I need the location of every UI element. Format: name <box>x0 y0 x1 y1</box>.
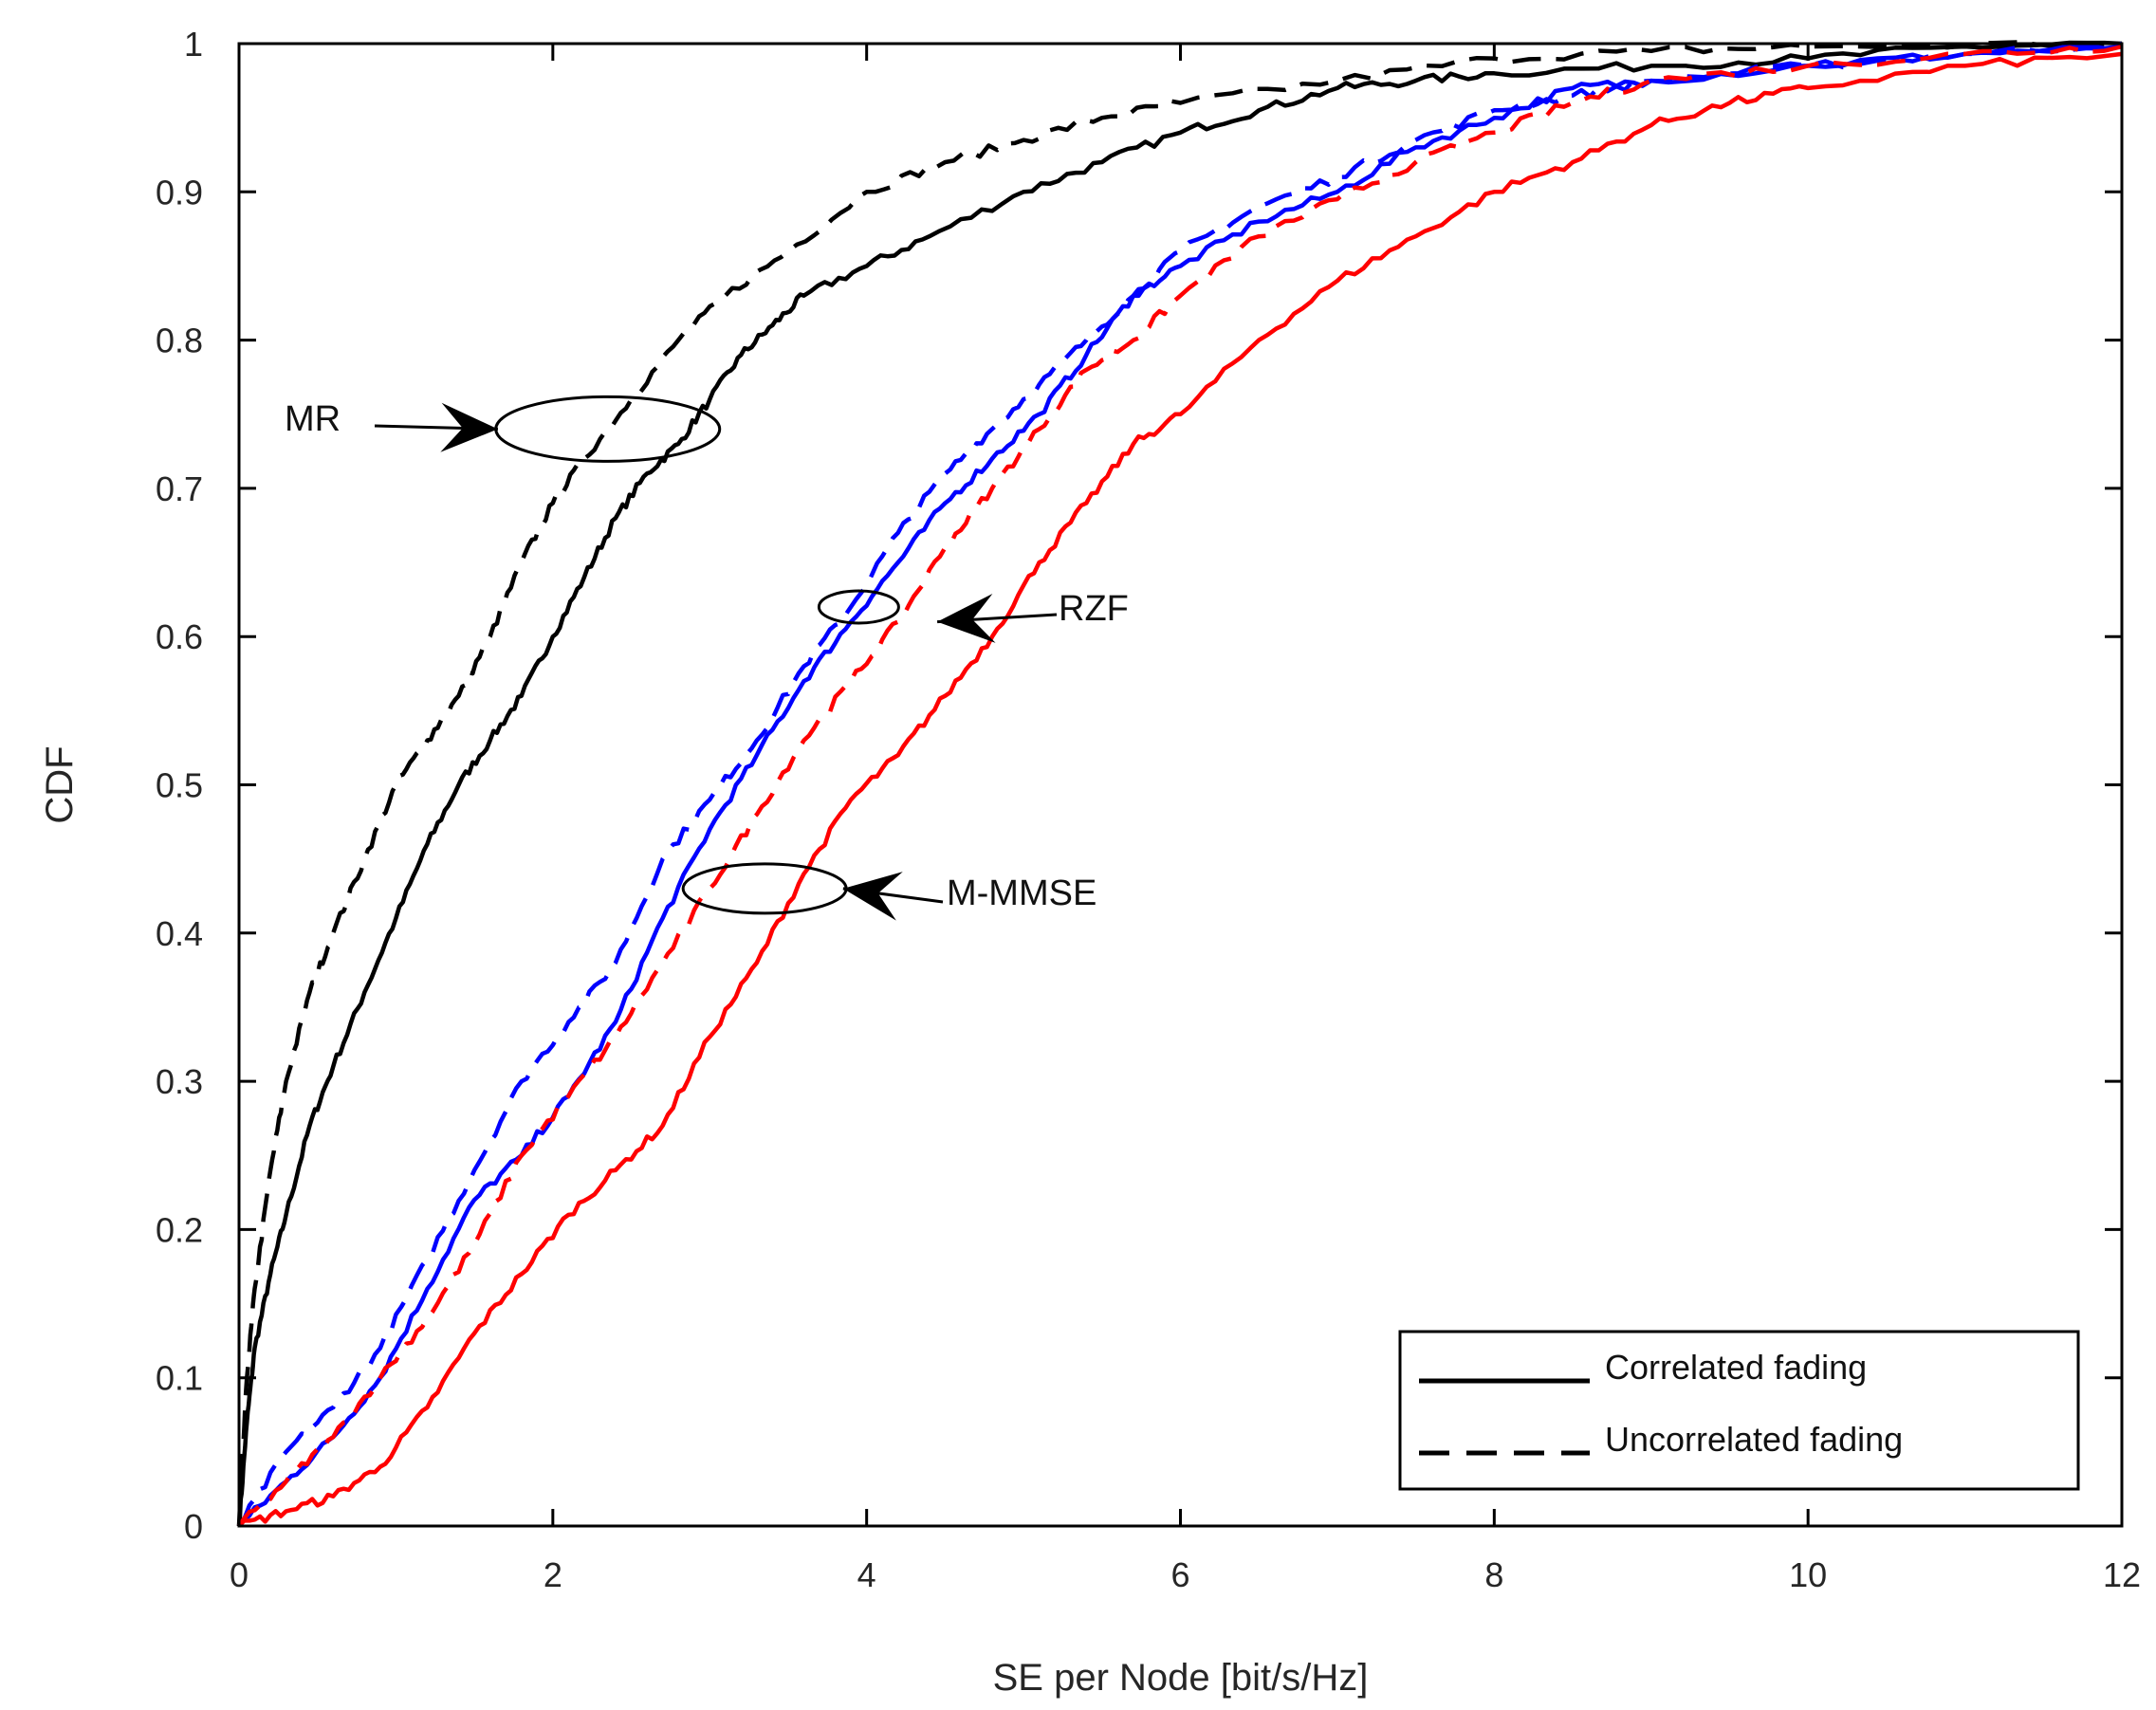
x-tick-label: 0 <box>230 1555 249 1594</box>
y-tick-label: 0.2 <box>156 1210 203 1249</box>
legend-box <box>1398 1330 2080 1491</box>
series-line-mr-correlated-fading <box>236 40 2123 1527</box>
series-line-rzf-correlated-fading <box>237 43 2123 1528</box>
x-tick-label: 12 <box>2103 1555 2141 1594</box>
annotation-arrow-mr-head <box>440 402 498 452</box>
series-line-m-mmse-correlated-fading <box>237 51 2123 1528</box>
x-tick-label: 10 <box>1789 1555 1827 1594</box>
annotation-arrow-m-mmse-head <box>842 872 903 921</box>
y-tick-label: 0.3 <box>156 1062 203 1101</box>
legend-label: Uncorrelated fading <box>1605 1420 1903 1459</box>
x-axis-label: SE per Node [bit/s/Hz] <box>993 1657 1369 1699</box>
series-line-m-mmse-uncorrelated-fading <box>237 44 2123 1528</box>
y-tick-label: 0.6 <box>156 617 203 656</box>
y-tick-label: 1 <box>184 25 203 64</box>
y-tick-label: 0.7 <box>156 469 203 508</box>
annotation-arrow-rzf-head <box>937 594 996 643</box>
y-tick-label: 0.9 <box>156 173 203 211</box>
annotation-label-rzf: RZF <box>1059 589 1129 629</box>
annotation-label-m-mmse: M-MMSE <box>947 873 1096 913</box>
series-line-rzf-uncorrelated-fading <box>237 41 2123 1528</box>
y-tick-label: 0 <box>184 1507 203 1546</box>
y-axis-label: CDF <box>39 745 81 823</box>
y-tick-label: 0.4 <box>156 914 203 953</box>
series-line-mr-uncorrelated-fading <box>236 40 2123 1527</box>
y-tick-label: 0.8 <box>156 322 203 360</box>
y-tick-label: 0.5 <box>156 766 203 805</box>
x-tick-label: 2 <box>544 1555 562 1594</box>
legend-label: Correlated fading <box>1605 1348 1867 1387</box>
y-tick-label: 0.1 <box>156 1359 203 1398</box>
x-tick-label: 4 <box>857 1555 876 1594</box>
annotation-ellipse-rzf <box>817 589 900 625</box>
annotation-label-mr: MR <box>285 399 341 439</box>
x-tick-label: 8 <box>1484 1555 1503 1594</box>
x-tick-label: 6 <box>1170 1555 1189 1594</box>
